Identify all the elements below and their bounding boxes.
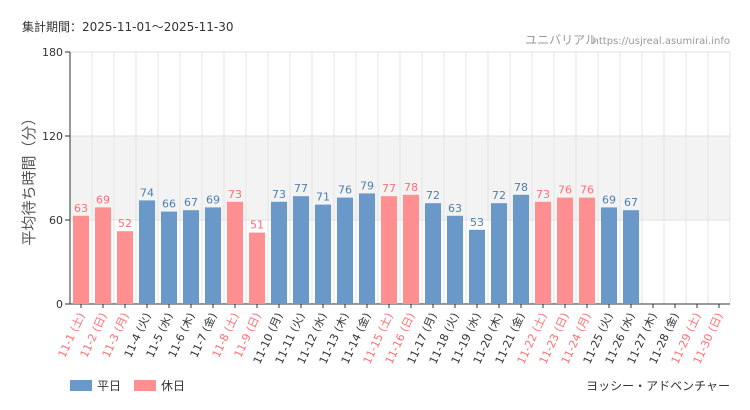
period-label: 集計期間：2025-11-01～2025-11-30 — [22, 19, 233, 34]
bar-1[interactable] — [72, 215, 90, 304]
bar-24[interactable] — [578, 197, 596, 304]
value-label-7: 69 — [206, 193, 220, 206]
bar-layer — [72, 193, 640, 304]
bar-6[interactable] — [182, 210, 200, 304]
bar-12[interactable] — [314, 204, 332, 304]
value-label-14: 79 — [360, 179, 374, 192]
bar-4[interactable] — [138, 200, 156, 304]
bar-20[interactable] — [490, 203, 508, 304]
value-label-1: 63 — [74, 202, 88, 215]
value-label-24: 76 — [580, 184, 594, 197]
y-tick-label: 180 — [42, 46, 63, 59]
value-label-20: 72 — [492, 189, 506, 202]
bar-19[interactable] — [468, 229, 486, 304]
value-label-10: 73 — [272, 188, 286, 201]
bar-21[interactable] — [512, 194, 530, 304]
bar-10[interactable] — [270, 201, 288, 304]
bar-2[interactable] — [94, 207, 112, 304]
legend: 平日 休日 — [70, 379, 185, 393]
attraction-name: ヨッシー・アドベンチャー — [586, 379, 730, 393]
value-label-layer: 63 69 52 74 66 67 69 73 51 73 77 71 76 79 77 78 72 63 53 72… — [74, 179, 638, 231]
value-label-16: 78 — [404, 181, 418, 194]
y-tick-label: 0 — [56, 298, 63, 311]
y-axis-title: 平均待ち時間（分） — [20, 110, 38, 245]
value-label-21: 78 — [514, 181, 528, 194]
value-label-9: 51 — [250, 219, 264, 232]
value-label-13: 76 — [338, 184, 352, 197]
value-label-5: 66 — [162, 198, 176, 211]
value-label-11: 77 — [294, 182, 308, 195]
bar-7[interactable] — [204, 207, 222, 304]
value-label-19: 53 — [470, 216, 484, 229]
bar-14[interactable] — [358, 193, 376, 304]
value-label-6: 67 — [184, 196, 198, 209]
value-label-12: 71 — [316, 191, 330, 204]
axis-layer: 0 60 120 180 — [42, 46, 730, 311]
bar-16[interactable] — [402, 194, 420, 304]
value-label-3: 52 — [118, 217, 132, 230]
x-tick-layer: 11-1 (土)11-2 (日)11-3 (月)11-4 (火)11-5 (水)… — [56, 304, 726, 366]
bar-13[interactable] — [336, 197, 354, 304]
bar-18[interactable] — [446, 215, 464, 304]
value-label-4: 74 — [140, 186, 154, 199]
bar-9[interactable] — [248, 232, 266, 304]
legend-weekday-label[interactable]: 平日 — [97, 379, 121, 393]
grid-layer — [69, 51, 731, 305]
site-url[interactable]: https://usjreal.asumirai.info — [593, 36, 730, 47]
legend-holiday-swatch[interactable] — [134, 380, 156, 391]
value-label-15: 77 — [382, 182, 396, 195]
value-label-2: 69 — [96, 193, 110, 206]
site-name: ユニバリアル — [525, 33, 597, 47]
legend-holiday-label[interactable]: 休日 — [161, 379, 185, 393]
value-label-18: 63 — [448, 202, 462, 215]
bar-25[interactable] — [600, 207, 618, 304]
value-label-25: 69 — [602, 193, 616, 206]
bar-23[interactable] — [556, 197, 574, 304]
bar-15[interactable] — [380, 196, 398, 304]
bar-11[interactable] — [292, 196, 310, 304]
bar-22[interactable] — [534, 201, 552, 304]
bar-26[interactable] — [622, 210, 640, 304]
value-label-23: 76 — [558, 184, 572, 197]
y-tick-label: 60 — [49, 214, 63, 227]
bar-5[interactable] — [160, 211, 178, 304]
bar-8[interactable] — [226, 201, 244, 304]
value-label-17: 72 — [426, 189, 440, 202]
value-label-22: 73 — [536, 188, 550, 201]
value-label-26: 67 — [624, 196, 638, 209]
bar-3[interactable] — [116, 231, 134, 304]
bar-17[interactable] — [424, 203, 442, 304]
legend-weekday-swatch[interactable] — [70, 380, 92, 391]
value-label-8: 73 — [228, 188, 242, 201]
y-tick-label: 120 — [42, 130, 63, 143]
